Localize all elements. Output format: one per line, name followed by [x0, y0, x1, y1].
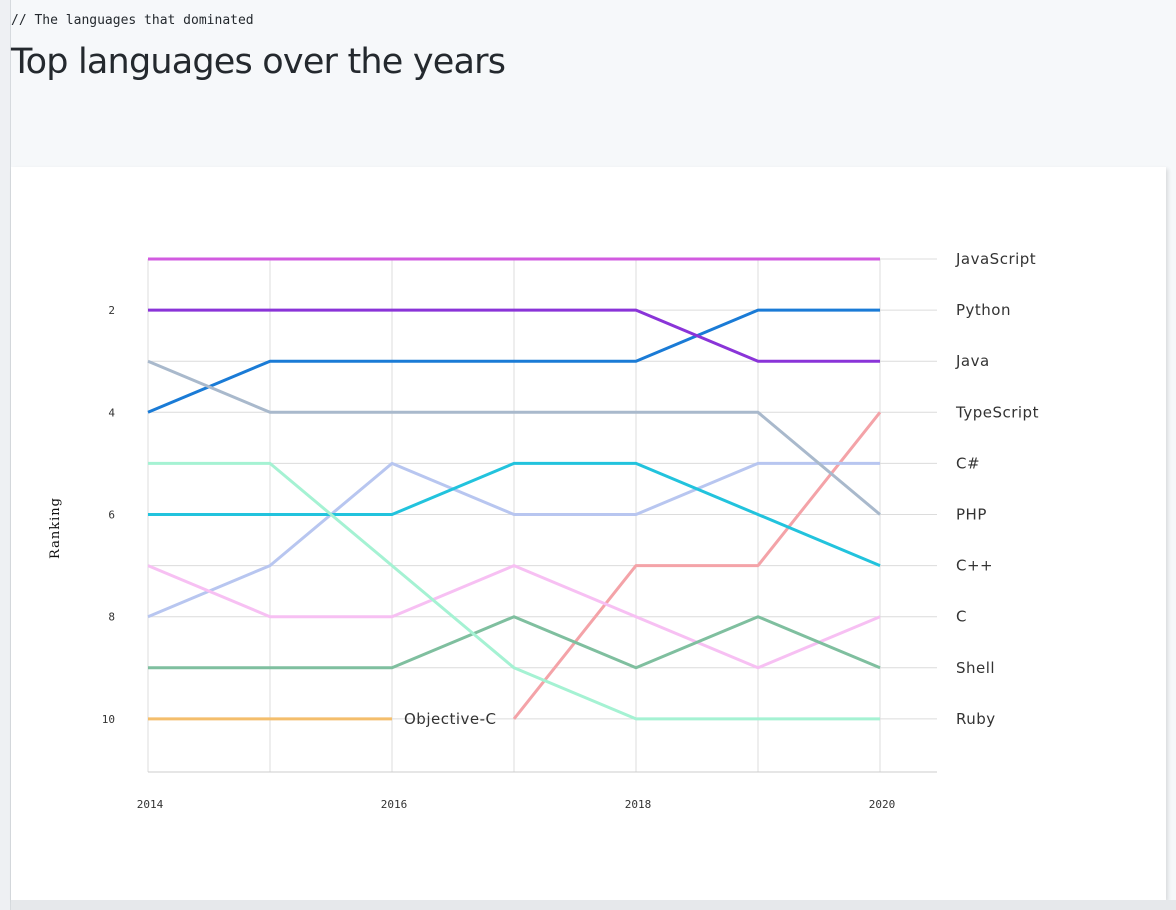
- section-eyebrow: // The languages that dominated: [11, 13, 254, 28]
- end-label-ruby: Ruby: [956, 710, 996, 728]
- page-header: // The languages that dominated Top lang…: [11, 0, 1176, 167]
- tick-layer: 2 4 6 8 10 2014 2016 2018 2020: [102, 304, 896, 811]
- x-tick-label-2014: 2014: [137, 798, 164, 811]
- page-bottom-strip: [11, 900, 1176, 910]
- y-axis-title: Ranking: [48, 497, 63, 559]
- series-line-c-: [148, 461, 881, 567]
- end-label-shell: Shell: [956, 659, 995, 677]
- end-label-c: C: [956, 608, 967, 626]
- inline-label-objective-c: Objective-C: [404, 710, 497, 728]
- end-label-java: Java: [955, 352, 990, 370]
- series-line-shell: [148, 615, 881, 670]
- end-label-javascript: JavaScript: [955, 250, 1036, 268]
- x-tick-label-2018: 2018: [625, 798, 652, 811]
- end-label-python: Python: [956, 301, 1011, 319]
- series-layer: [147, 257, 882, 721]
- y-tick-label-4: 4: [108, 406, 115, 419]
- y-tick-label-2: 2: [108, 304, 115, 317]
- y-tick-label-8: 8: [108, 611, 115, 624]
- chart-card: JavaScript Python Java TypeScript C# PHP C++ C S…: [11, 167, 1166, 900]
- series-line-java: [148, 308, 880, 363]
- label-layer: JavaScript Python Java TypeScript C# PHP C++ C S…: [404, 250, 1039, 728]
- series-line-php: [147, 359, 881, 516]
- y-tick-label-10: 10: [102, 713, 115, 726]
- series-line-ruby: [148, 461, 880, 721]
- end-label-c-: C++: [956, 557, 993, 575]
- x-tick-label-2020: 2020: [869, 798, 896, 811]
- page-title: Top languages over the years: [11, 42, 506, 82]
- series-line-c: [147, 564, 881, 670]
- end-label-typescript: TypeScript: [955, 403, 1039, 421]
- series-line-python: [147, 308, 880, 414]
- x-tick-label-2016: 2016: [381, 798, 408, 811]
- series-line-c-: [147, 461, 880, 619]
- page-left-edge: [0, 0, 11, 910]
- end-label-c-: C#: [956, 454, 980, 472]
- y-tick-label-6: 6: [108, 509, 115, 522]
- bump-chart: JavaScript Python Java TypeScript C# PHP C++ C S…: [48, 250, 1039, 811]
- end-label-php: PHP: [956, 506, 987, 524]
